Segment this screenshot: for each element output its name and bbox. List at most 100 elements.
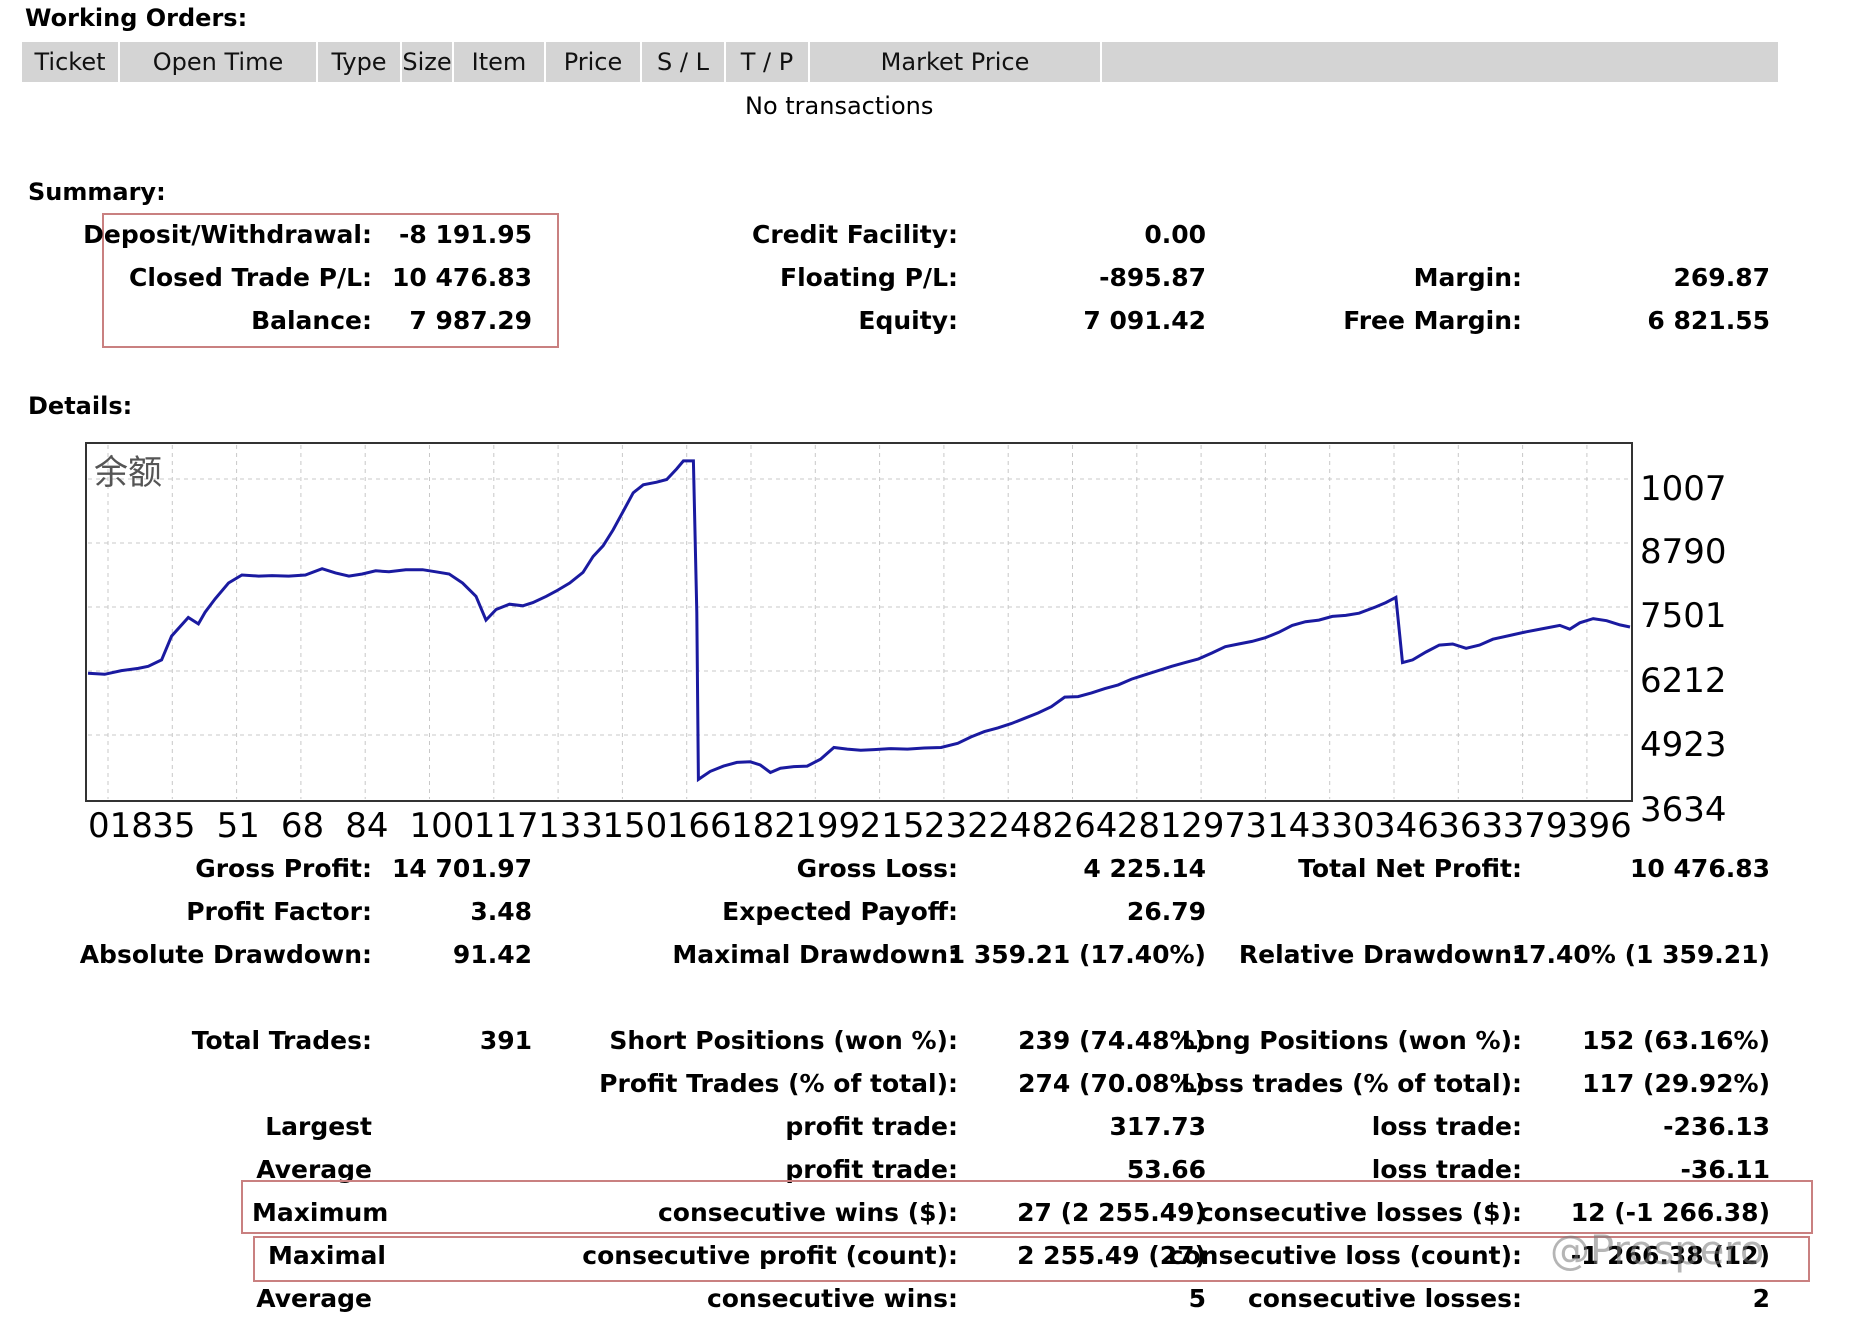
balance-chart: 余额 1007 8790 7501 6212 4923 3634 018 35 51 68 84 1… bbox=[85, 442, 1727, 840]
gross-profit-value: 14 701.97 bbox=[392, 854, 532, 883]
summary-title: Summary: bbox=[28, 178, 166, 206]
chart-frame bbox=[85, 442, 1633, 802]
largest-loss-label: loss trade: bbox=[1371, 1112, 1522, 1141]
credit-label: Credit Facility: bbox=[751, 220, 958, 249]
floating-pl-value: -895.87 bbox=[1099, 263, 1206, 292]
no-transactions-text: No transactions bbox=[745, 92, 934, 120]
max-cons-wins-label: consecutive wins ($): bbox=[657, 1198, 958, 1227]
average-loss-value: -36.11 bbox=[1680, 1155, 1770, 1184]
balance-line bbox=[87, 459, 1631, 783]
profit-factor-label: Profit Factor: bbox=[186, 897, 372, 926]
abs-drawdown-label: Absolute Drawdown: bbox=[79, 940, 372, 969]
x-tick-label: 166 bbox=[667, 806, 732, 840]
loss-trades-label: Loss trades (% of total): bbox=[1180, 1069, 1522, 1098]
equity-value: 7 091.42 bbox=[1083, 306, 1206, 335]
x-tick-label: 379 bbox=[1503, 806, 1568, 840]
col-item[interactable]: Item bbox=[454, 42, 546, 82]
max-drawdown-label: Maximal Drawdown: bbox=[672, 940, 958, 969]
maximal-profit-value: 2 255.49 (27) bbox=[1017, 1241, 1206, 1270]
max-cons-losses-value: 12 (-1 266.38) bbox=[1570, 1198, 1770, 1227]
short-positions-label: Short Positions (won %): bbox=[609, 1026, 958, 1055]
largest-profit-label: profit trade: bbox=[785, 1112, 958, 1141]
gross-profit-label: Gross Profit: bbox=[195, 854, 372, 883]
x-tick-label: 330 bbox=[1310, 806, 1375, 840]
maximal-loss-value: -1 266.38 (12) bbox=[1570, 1241, 1770, 1270]
maximum-highlight-box bbox=[241, 1180, 1813, 1234]
margin-value: 269.87 bbox=[1673, 263, 1770, 292]
deposit-label: Deposit/Withdrawal: bbox=[83, 220, 372, 249]
total-trades-value: 391 bbox=[479, 1026, 532, 1055]
col-open-time[interactable]: Open Time bbox=[120, 42, 318, 82]
floating-pl-label: Floating P/L: bbox=[780, 263, 958, 292]
x-tick-label: 363 bbox=[1438, 806, 1503, 840]
x-tick-label: 264 bbox=[1053, 806, 1118, 840]
equity-label: Equity: bbox=[858, 306, 958, 335]
credit-value: 0.00 bbox=[1144, 220, 1206, 249]
deposit-value: -8 191.95 bbox=[399, 220, 532, 249]
y-tick-label: 6212 bbox=[1640, 661, 1727, 701]
balance-label: Balance: bbox=[251, 306, 372, 335]
x-tick-label: 314 bbox=[1245, 806, 1310, 840]
avg-cons-wins-value: 5 bbox=[1188, 1284, 1206, 1313]
col-tp[interactable]: T / P bbox=[726, 42, 810, 82]
x-tick-label: 281 bbox=[1117, 806, 1182, 840]
average2-label: Average bbox=[256, 1284, 372, 1313]
largest-loss-value: -236.13 bbox=[1663, 1112, 1770, 1141]
max-cons-losses-label: consecutive losses ($): bbox=[1198, 1198, 1522, 1227]
profit-factor-value: 3.48 bbox=[470, 897, 532, 926]
largest-label: Largest bbox=[265, 1112, 372, 1141]
y-tick-label: 4923 bbox=[1640, 725, 1727, 765]
expected-payoff-value: 26.79 bbox=[1126, 897, 1206, 926]
max-cons-wins-value: 27 (2 255.49) bbox=[1017, 1198, 1206, 1227]
gross-loss-label: Gross Loss: bbox=[796, 854, 958, 883]
x-tick-label: 018 bbox=[88, 806, 153, 840]
col-price[interactable]: Price bbox=[546, 42, 642, 82]
average-profit-label: profit trade: bbox=[785, 1155, 958, 1184]
x-tick-label: 51 bbox=[217, 806, 260, 840]
summary-highlight-box bbox=[102, 213, 559, 348]
x-tick-label: 248 bbox=[988, 806, 1053, 840]
x-tick-label: 100 bbox=[410, 806, 475, 840]
closed-pl-label: Closed Trade P/L: bbox=[129, 263, 372, 292]
col-ticket[interactable]: Ticket bbox=[22, 42, 120, 82]
rel-drawdown-label: Relative Drawdown: bbox=[1238, 940, 1522, 969]
free-margin-value: 6 821.55 bbox=[1647, 306, 1770, 335]
x-tick-label: 199 bbox=[795, 806, 860, 840]
x-tick-label: 297 bbox=[1181, 806, 1246, 840]
expected-payoff-label: Expected Payoff: bbox=[722, 897, 958, 926]
y-tick-label: 7501 bbox=[1640, 596, 1727, 636]
average-loss-label: loss trade: bbox=[1371, 1155, 1522, 1184]
free-margin-label: Free Margin: bbox=[1343, 306, 1522, 335]
x-tick-label: 133 bbox=[538, 806, 603, 840]
x-tick-label: 117 bbox=[474, 806, 539, 840]
col-size[interactable]: Size bbox=[402, 42, 454, 82]
short-positions-value: 239 (74.48%) bbox=[1018, 1026, 1206, 1055]
avg-cons-losses-label: consecutive losses: bbox=[1247, 1284, 1522, 1313]
profit-trades-label: Profit Trades (% of total): bbox=[599, 1069, 958, 1098]
col-sl[interactable]: S / L bbox=[642, 42, 726, 82]
x-tick-label: 68 bbox=[281, 806, 324, 840]
working-orders-title: Working Orders: bbox=[25, 4, 248, 32]
average-label: Average bbox=[256, 1155, 372, 1184]
col-market-price[interactable]: Market Price bbox=[810, 42, 1102, 82]
x-tick-label: 232 bbox=[924, 806, 989, 840]
avg-cons-wins-label: consecutive wins: bbox=[706, 1284, 958, 1313]
col-type[interactable]: Type bbox=[318, 42, 402, 82]
maximal-label: Maximal bbox=[268, 1241, 386, 1270]
long-positions-label: Long Positions (won %): bbox=[1181, 1026, 1522, 1055]
watermark: @Prospero bbox=[1550, 1228, 1765, 1274]
maximal-profit-label: consecutive profit (count): bbox=[582, 1241, 958, 1270]
balance-value: 7 987.29 bbox=[409, 306, 532, 335]
orders-table-header: Ticket Open Time Type Size Item Price S … bbox=[22, 42, 1778, 82]
total-net-value: 10 476.83 bbox=[1630, 854, 1770, 883]
chart-grid bbox=[88, 445, 1630, 799]
x-tick-label: 346 bbox=[1374, 806, 1439, 840]
x-tick-label: 182 bbox=[731, 806, 796, 840]
gross-loss-value: 4 225.14 bbox=[1083, 854, 1206, 883]
abs-drawdown-value: 91.42 bbox=[452, 940, 532, 969]
long-positions-value: 152 (63.16%) bbox=[1582, 1026, 1770, 1055]
y-tick-label: 8790 bbox=[1640, 532, 1727, 572]
max-drawdown-value: 1 359.21 (17.40%) bbox=[947, 940, 1206, 969]
x-tick-label: 215 bbox=[860, 806, 925, 840]
avg-cons-losses-value: 2 bbox=[1752, 1284, 1770, 1313]
